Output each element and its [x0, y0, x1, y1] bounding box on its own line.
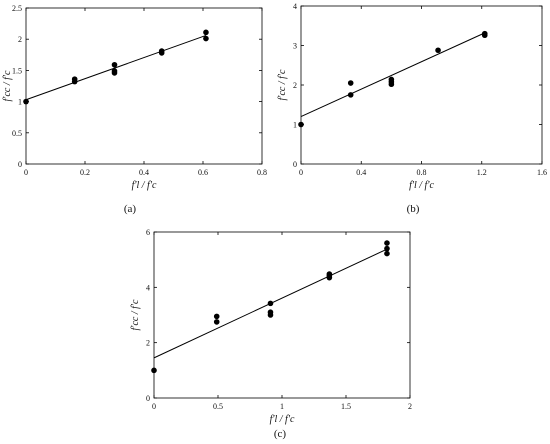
x-tick-label: 0.8 [257, 168, 267, 177]
data-point [481, 30, 488, 37]
y-tick-label: 2 [146, 339, 150, 348]
data-point [111, 61, 118, 68]
x-tick-label: 2 [408, 402, 412, 411]
x-tick-label: 0.4 [139, 168, 149, 177]
y-tick-label: 0 [146, 394, 150, 403]
x-tick-label: 1.5 [341, 402, 351, 411]
y-tick-label: 4 [146, 283, 150, 292]
y-tick-label: 0.5 [12, 129, 22, 138]
y-axis-label: f'cc / f'c [2, 70, 13, 101]
data-point [213, 313, 220, 320]
y-tick-label: 1.5 [12, 66, 22, 75]
x-tick-label: 1.6 [537, 168, 547, 177]
y-tick-label: 2 [18, 35, 22, 44]
chart-panel-1: 0 0.2 0.4 0.6 0.8 0 0.5 1 1.5 2 2.5 f'l / f'c f'cc /… [2, 4, 267, 215]
plot-frame [25, 7, 263, 165]
y-tick-label: 1 [18, 98, 22, 107]
y-tick-label: 1 [293, 121, 297, 130]
panel-label: (c) [274, 428, 287, 440]
data-point [158, 48, 165, 54]
x-tick-label: 1.2 [477, 168, 487, 177]
regression-line [25, 34, 207, 101]
y-axis-label: f'cc / f'c [277, 69, 288, 100]
panel-label: (a) [124, 203, 137, 215]
x-tick-label: 0 [24, 168, 28, 177]
data-point [384, 240, 390, 246]
regression-line [300, 32, 485, 118]
x-tick-label: 0.8 [417, 168, 427, 177]
data-point [213, 319, 220, 325]
data-point [111, 68, 118, 74]
y-tick-label: 6 [146, 228, 150, 237]
data-point [326, 271, 333, 277]
data-point [267, 300, 274, 307]
y-tick-label: 3 [293, 42, 297, 51]
x-tick-label: 0 [152, 402, 156, 411]
data-point [203, 29, 209, 36]
y-tick-label: 0 [293, 160, 297, 169]
y-tick-label: 4 [293, 2, 297, 11]
data-point [347, 80, 354, 86]
x-tick-label: 0.6 [198, 168, 208, 177]
plot-frame [153, 231, 411, 399]
x-tick-label: 1 [280, 402, 284, 411]
x-tick-label: 0.5 [213, 402, 223, 411]
x-axis-label: f'l / f'c [132, 180, 157, 191]
data-point [384, 245, 390, 252]
y-tick-label: 2 [293, 81, 297, 90]
chart-panel-2: 0 0.4 0.8 1.2 1.6 0 1 2 3 4 f'l / f'c f'cc / f'c (b) [277, 2, 547, 215]
data-point [388, 76, 395, 83]
data-point [203, 35, 209, 42]
panel-label: (b) [407, 203, 420, 215]
y-tick-label: 0 [18, 160, 22, 169]
y-axis-label: f'cc / f'c [130, 299, 141, 330]
data-point [347, 92, 354, 98]
x-axis-label: f'l / f'c [270, 414, 295, 425]
data-point [71, 76, 78, 82]
plot-frame [300, 5, 543, 165]
data-point [151, 367, 157, 374]
chart-panel-3: 0 0.5 1 1.5 2 0 2 4 6 f'l / f'c f'cc / f'c (c) [130, 228, 412, 440]
x-axis-label: f'l / f'c [409, 180, 434, 191]
x-tick-label: 0 [299, 168, 303, 177]
data-point [23, 98, 29, 105]
x-tick-label: 0.2 [80, 168, 90, 177]
data-point [267, 309, 274, 316]
data-point [384, 250, 390, 257]
data-point [435, 47, 441, 54]
x-tick-label: 0.4 [356, 168, 366, 177]
y-tick-label: 2.5 [12, 4, 22, 13]
data-point [298, 121, 304, 128]
